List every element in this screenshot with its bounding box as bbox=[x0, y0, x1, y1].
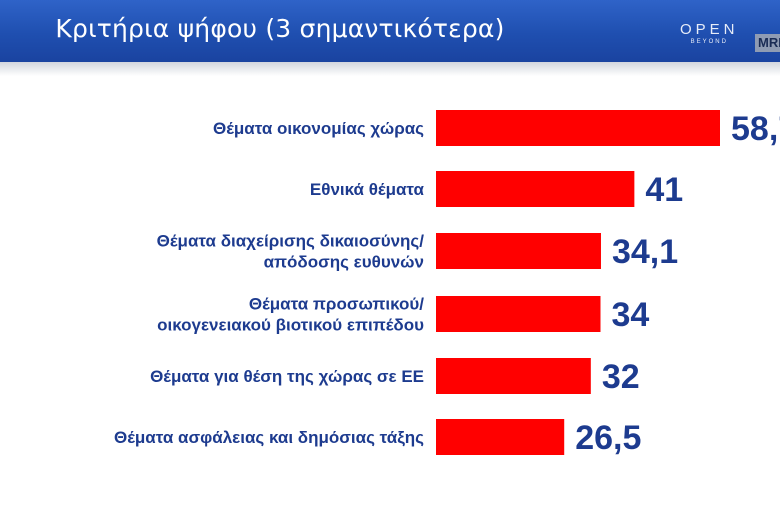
mrb-logo: MRB bbox=[755, 34, 780, 52]
category-label-2: Εθνικά θέματα bbox=[310, 180, 425, 199]
bar-4 bbox=[436, 296, 601, 332]
bar-6 bbox=[436, 419, 565, 455]
category-label-5: Θέματα για θέση της χώρας σε ΕΕ bbox=[150, 367, 424, 386]
value-label-4: 34 bbox=[611, 296, 649, 334]
category-label-6: Θέματα ασφάλειας και δημόσιας τάξης bbox=[114, 428, 424, 447]
chart-title: Κριτήρια ψήφου (3 σημαντικότερα) bbox=[55, 14, 505, 43]
category-label-3: Θέματα διαχείρισης δικαιοσύνης/απόδοσης … bbox=[157, 232, 425, 272]
bar-2 bbox=[436, 171, 635, 207]
value-label-2: 41 bbox=[645, 171, 683, 209]
open-beyond-logo: OPEN BEYOND bbox=[680, 22, 739, 47]
category-label-1: Θέματα οικονομίας χώρας bbox=[213, 119, 424, 138]
bar-5 bbox=[436, 358, 591, 394]
header-bar: Κριτήρια ψήφου (3 σημαντικότερα) OPEN BE… bbox=[0, 0, 780, 62]
logo-open-subtext: BEYOND bbox=[690, 39, 728, 45]
bar-3 bbox=[436, 233, 601, 269]
header-shadow bbox=[0, 62, 780, 76]
value-label-5: 32 bbox=[602, 358, 640, 396]
bar-1 bbox=[436, 110, 720, 146]
category-label-4: Θέματα προσωπικού/οικογενειακού βιοτικού… bbox=[157, 295, 424, 335]
value-label-3: 34,1 bbox=[612, 233, 678, 271]
value-label-6: 26,5 bbox=[575, 419, 641, 457]
logo-open-text: OPEN bbox=[680, 21, 739, 38]
value-label-1: 58,7 bbox=[731, 110, 780, 148]
